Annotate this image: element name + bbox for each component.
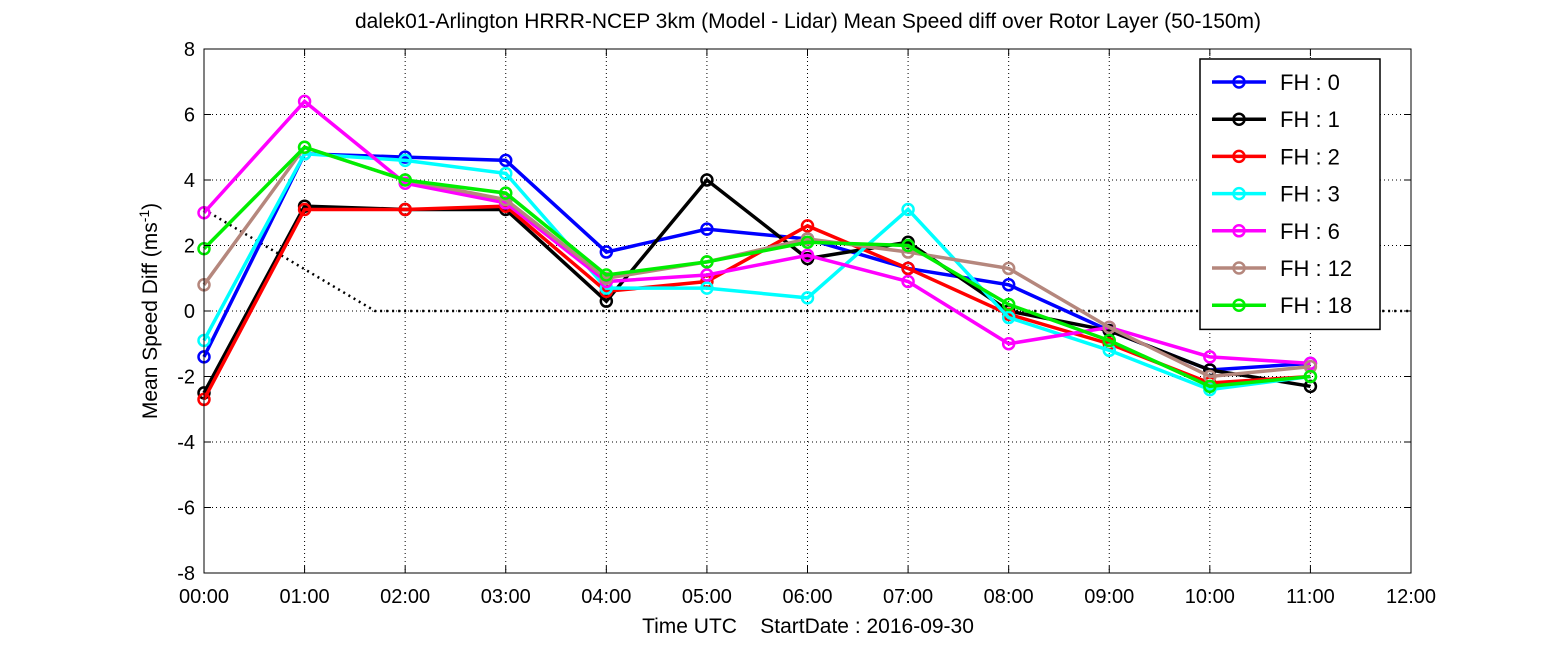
x-axis-label: Time UTC StartDate : 2016-09-30 [642, 615, 974, 638]
data-point [398, 153, 412, 168]
data-point [499, 166, 513, 181]
data-point [1001, 278, 1016, 292]
x-tick-label: 03:00 [481, 586, 531, 608]
grid [204, 49, 1411, 573]
legend-swatch-marker [1232, 186, 1246, 201]
y-axis-label-close: ) [139, 203, 162, 210]
x-tick-label: 06:00 [782, 586, 832, 608]
data-point [599, 245, 614, 259]
data-point [800, 219, 815, 233]
data-point [1203, 350, 1217, 364]
x-tick-label: 01:00 [280, 586, 330, 608]
legend-label: FH : 2 [1280, 144, 1340, 169]
series-group [197, 140, 1318, 394]
plot-series [197, 94, 1318, 407]
data-point [1001, 310, 1016, 325]
series-group [197, 199, 1318, 407]
series-group [197, 147, 1318, 377]
data-point [1001, 337, 1016, 351]
y-tick-label: -4 [177, 432, 195, 454]
data-point [1001, 261, 1016, 276]
data-point [700, 255, 714, 269]
x-tick-label: 12:00 [1386, 586, 1436, 608]
legend-label: FH : 3 [1280, 182, 1340, 207]
x-tick-label: 04:00 [581, 586, 631, 608]
data-point [700, 222, 714, 236]
x-tick-label: 00:00 [179, 586, 229, 608]
data-point [1001, 297, 1016, 312]
data-point [800, 291, 815, 305]
x-tick-label: 07:00 [883, 586, 933, 608]
y-axis-label-superscript: -1 [136, 210, 152, 223]
data-point [1203, 379, 1217, 394]
x-tick-label: 05:00 [682, 586, 732, 608]
legend-swatch-marker [1232, 112, 1246, 126]
series-line [202, 177, 1311, 394]
data-point [297, 140, 312, 154]
legend-label: FH : 6 [1280, 219, 1340, 244]
y-tick-label: -8 [177, 563, 195, 585]
legend-swatch-marker [1232, 149, 1246, 164]
series-line [202, 98, 1311, 366]
data-point [700, 173, 714, 187]
y-tick-label: -6 [177, 498, 195, 520]
y-tick-label: -2 [177, 367, 195, 389]
data-point [398, 202, 412, 217]
legend-swatch-marker [1232, 224, 1246, 238]
legend-swatch-marker [1232, 298, 1246, 312]
series-line [202, 145, 1311, 379]
data-point [499, 186, 513, 200]
legend-label: FH : 12 [1280, 256, 1352, 281]
x-tick-label: 11:00 [1286, 586, 1335, 608]
data-point [499, 153, 513, 168]
series-group [197, 140, 1318, 384]
legend-label: FH : 1 [1280, 107, 1340, 132]
legend-label: FH : 0 [1280, 70, 1340, 95]
y-tick-label: 2 [184, 236, 195, 258]
legend-swatch-marker [1232, 261, 1246, 275]
data-point [901, 202, 915, 217]
data-point [901, 238, 915, 253]
data-point [901, 261, 915, 276]
y-tick-label: 8 [184, 39, 195, 61]
data-point [599, 268, 614, 282]
y-axis-label: Mean Speed Diff (ms-1) [136, 203, 162, 419]
x-tick-label: 09:00 [1084, 586, 1134, 608]
data-point [1102, 333, 1116, 348]
data-point [297, 202, 312, 217]
data-point [398, 173, 412, 187]
data-point [901, 274, 915, 289]
y-tick-label: 6 [184, 105, 195, 127]
data-point [1303, 369, 1318, 384]
data-point [800, 248, 815, 263]
x-tick-label: 02:00 [380, 586, 430, 608]
data-point [800, 235, 815, 249]
data-point [1102, 320, 1116, 335]
series-line [202, 145, 1311, 389]
data-point [700, 268, 714, 282]
legend-label: FH : 18 [1280, 293, 1352, 318]
chart-title: dalek01-Arlington HRRR-NCEP 3km (Model -… [355, 10, 1261, 33]
y-tick-label: 4 [184, 170, 195, 192]
x-axis-ticks: 00:00 01:00 02:00 03:00 04:00 05:00 06:00 07:00… [179, 49, 1436, 608]
x-tick-label: 08:00 [984, 586, 1034, 608]
data-point [297, 94, 312, 109]
legend: FH : 0 FH : 1 FH : 2 FH : 3 FH : 6 FH : 12 FH … [1199, 58, 1381, 331]
x-tick-label: 10:00 [1185, 586, 1235, 608]
data-point [700, 281, 714, 295]
series-line [202, 151, 1311, 392]
y-tick-label: 0 [184, 301, 195, 323]
y-axis-ticks: -8 -6 -4 -2 0 2 4 6 8 [177, 39, 1411, 585]
legend-swatch-marker [1232, 75, 1246, 89]
y-axis-label-main: Mean Speed Diff (ms [139, 222, 162, 419]
